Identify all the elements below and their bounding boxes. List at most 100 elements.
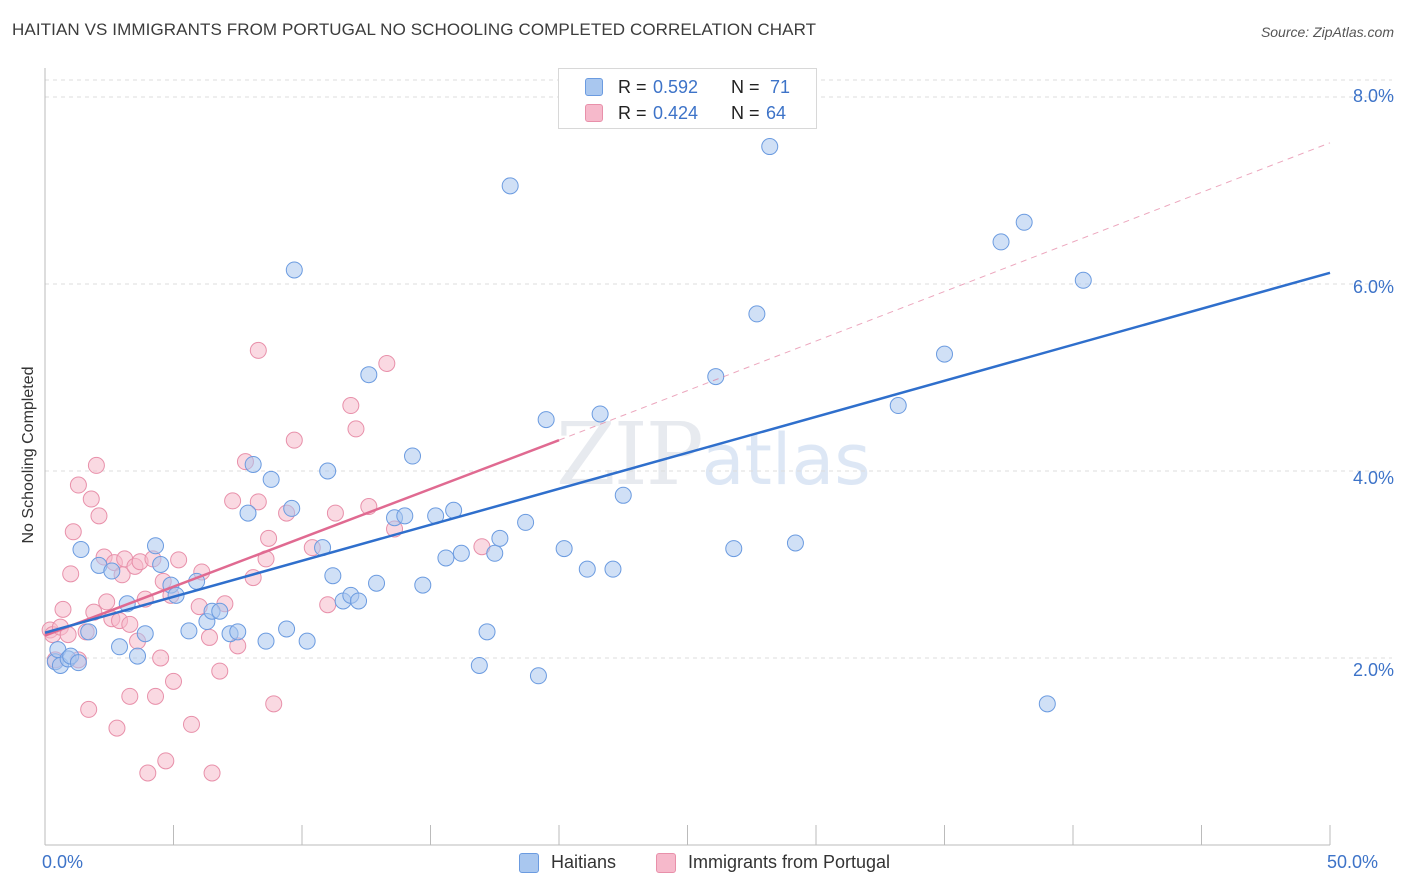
x-tick-label-max: 50.0% [1327,852,1379,872]
r-value: 0.592 [653,76,699,97]
portugal-point [211,662,229,680]
haitian-point [707,368,725,386]
portugal-point [139,764,157,782]
haitian-point [748,305,766,323]
portugal-legend-swatch [656,852,676,873]
portugal-point [319,596,337,614]
portugal-point [108,719,126,737]
portugal-point [165,672,182,690]
portugal-point [54,600,72,618]
haitian-point [491,529,509,547]
haitian-point [992,233,1010,251]
portugal-point [98,593,116,611]
haitian-point [404,447,422,465]
haitian-point [298,632,316,650]
haitian-point [1074,271,1092,289]
haitian-point [72,541,90,559]
portugal-swatch [585,104,603,122]
portugal-point [64,523,82,541]
portugal-point [82,490,100,508]
haitian-point [555,540,573,558]
haitian-point [529,667,547,685]
haitian-point [129,647,147,665]
haitian-point [229,623,247,641]
portugal-point [170,551,188,569]
portugal-trend-extension [558,142,1331,441]
portugal-point [69,476,87,494]
portugal-point [90,507,108,525]
haitian-point [180,622,198,640]
legend-label-portugal: Immigrants from Portugal [688,852,891,872]
portugal-point [121,615,139,633]
haitian-point [278,620,296,638]
haitians-trend-line [44,271,1331,634]
portugal-point [265,695,283,713]
n-value: 64 [766,102,787,123]
portugal-point [249,493,267,511]
n-label: N = [731,76,760,97]
haitian-point [591,405,609,423]
haitians-swatch [585,78,603,96]
y-axis-label: No Schooling Completed [20,366,37,544]
portugal-point [378,354,396,372]
legend-label-haitians: Haitians [551,852,617,872]
portugal-point [203,764,221,782]
portugal-point [157,752,175,770]
portugal-point [347,420,365,438]
chart-source: Source: ZipAtlas.com [1260,24,1394,40]
haitians-legend-swatch [519,852,539,873]
portugal-point [260,529,278,547]
y-tick-label-2: 2.0% [1352,660,1394,680]
haitian-point [452,544,470,562]
haitian-point [360,366,378,384]
haitian-point [244,455,262,473]
haitian-point [501,177,519,195]
haitian-point [1038,695,1056,713]
haitian-point [578,560,596,578]
haitian-point [604,560,622,578]
axes [44,68,1331,846]
trend-lines [44,142,1331,637]
haitian-point [1015,213,1033,231]
haitian-point [324,567,342,585]
legend-item-portugal: Immigrants from Portugal [656,852,890,873]
portugal-point [249,341,267,359]
legend-item-haitians: Haitians [519,852,616,873]
portugal-point [80,700,98,718]
portugal-point [62,565,80,583]
haitian-point [69,654,87,672]
haitian-point [889,397,907,415]
r-value: 0.424 [653,102,699,123]
haitian-point [936,345,953,363]
haitian-point [80,623,98,641]
haitian-point [319,462,337,480]
haitian-point [486,544,504,562]
y-tick-label-8: 8.0% [1352,86,1394,106]
stats-legend: R = 0.592 N = 71 R = 0.424 N = 64 [558,68,817,129]
haitian-point [257,632,275,650]
portugal-trend-line [44,438,560,637]
haitian-point [283,499,301,517]
haitian-point [239,504,257,522]
haitian-point [285,261,303,279]
haitian-point [111,638,129,656]
haitian-point [368,574,386,592]
haitian-point [517,513,535,531]
n-label: N = [731,102,760,123]
portugal-point [147,687,165,705]
haitian-point [147,537,165,555]
r-label: R = [618,76,647,97]
n-value: 71 [770,76,791,97]
haitian-point [725,540,743,558]
portugal-point [182,715,200,733]
x-tick-label-min: 0.0% [42,852,84,872]
portugal-point [200,628,218,646]
haitian-point [478,623,496,641]
haitian-point [350,592,368,610]
series-haitians-points [46,138,1092,713]
haitian-point [614,486,632,504]
portugal-point [152,649,170,667]
haitian-point [414,576,432,594]
haitian-point [262,470,280,488]
haitian-point [437,549,455,567]
